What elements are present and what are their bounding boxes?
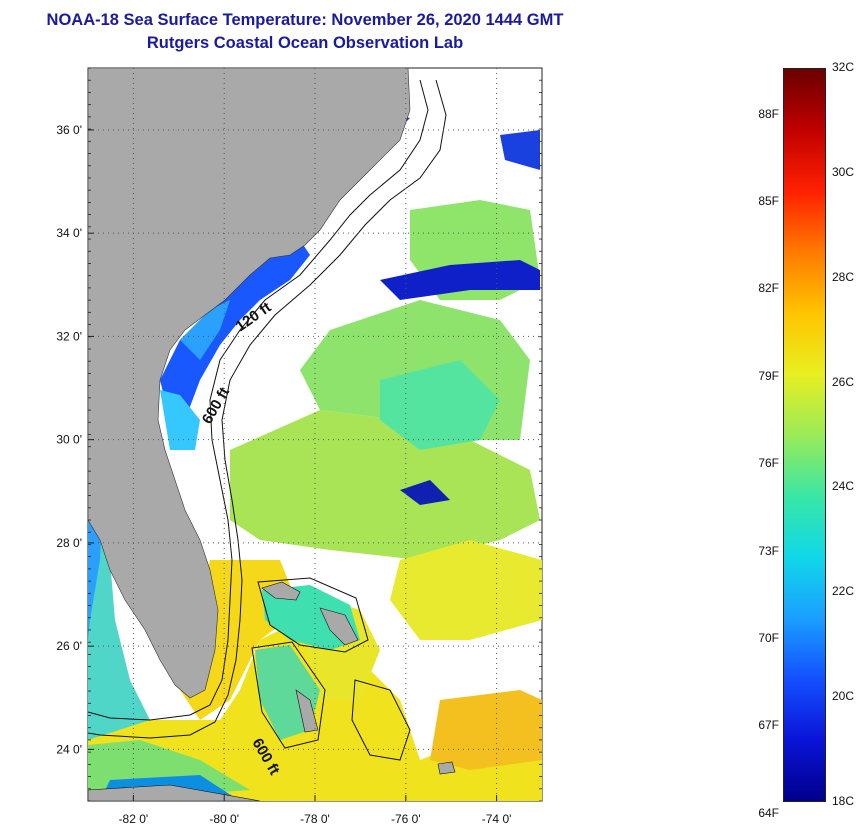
land (87, 67, 456, 802)
colorbar-celsius-label: 20C (832, 689, 855, 704)
colorbar-fahrenheit-label: 88F (758, 106, 779, 121)
colorbar-fahrenheit-label: 64F (758, 805, 779, 820)
colorbar-fahrenheit-label: 67F (758, 718, 779, 733)
colorbar-celsius-label: 28C (832, 269, 855, 284)
colorbar-celsius-label: 24C (832, 479, 855, 494)
colorbar-fahrenheit-label: 79F (758, 368, 779, 383)
lon-tick-label: -74 0' (482, 812, 512, 826)
colorbar-celsius-label: 30C (832, 164, 855, 179)
map-axes: 24 0' 26 0' 28 0' 30 0' 32 0' 34 0' 36 0' -82 0… (56, 67, 542, 826)
map-subtitle: Rutgers Coastal Ocean Observation Lab (146, 34, 464, 52)
lat-tick-label: 28 0' (56, 536, 82, 550)
lat-tick-label: 36 0' (56, 123, 82, 137)
lat-tick-label: 30 0' (56, 433, 82, 447)
colorbar-fahrenheit-label: 70F (758, 630, 779, 645)
colorbar-fahrenheit-label: 73F (758, 543, 779, 558)
lat-tick-label: 32 0' (56, 329, 82, 343)
lat-tick-label: 34 0' (56, 226, 82, 240)
gridlines (88, 68, 542, 801)
lat-tick-label: 24 0' (56, 742, 82, 756)
colorbar-celsius-label: 32C (832, 60, 855, 74)
colorbar-fahrenheit-label: 82F (758, 281, 779, 296)
colorbar-fahrenheit-label: 76F (758, 456, 779, 471)
colorbar-celsius-label: 18C (832, 794, 855, 808)
lon-tick-label: -78 0' (300, 812, 330, 826)
lat-tick-label: 26 0' (56, 639, 82, 653)
colorbar-fahrenheit-label: 85F (758, 193, 779, 208)
lon-tick-label: -80 0' (209, 812, 239, 826)
lon-tick-label: -82 0' (119, 812, 149, 826)
lon-tick-label: -76 0' (391, 812, 421, 826)
map-title: NOAA-18 Sea Surface Temperature: Novembe… (46, 11, 564, 29)
temperature-colorbar (783, 68, 826, 802)
colorbar-celsius-label: 22C (832, 584, 855, 599)
colorbar-celsius-label: 26C (832, 374, 855, 389)
